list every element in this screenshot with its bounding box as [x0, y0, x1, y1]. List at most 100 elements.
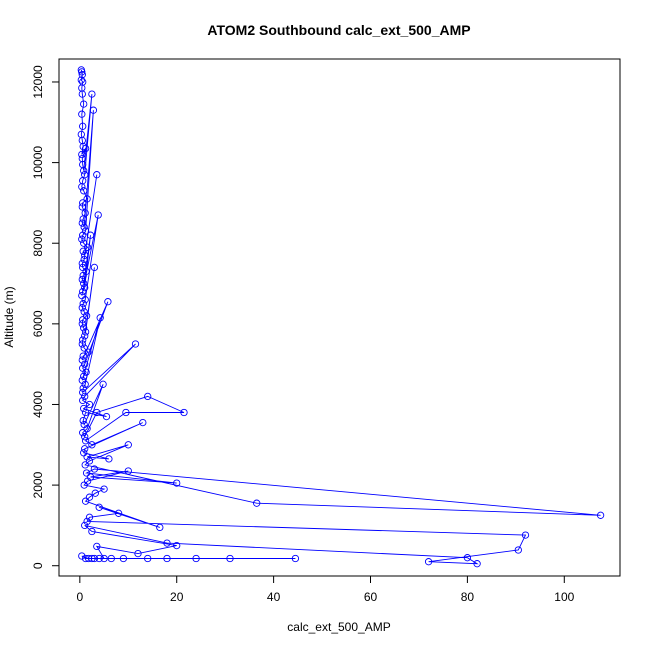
data-point — [102, 412, 111, 421]
data-point — [96, 314, 104, 322]
data-point — [93, 542, 101, 551]
data-point — [78, 219, 86, 227]
data-point — [173, 541, 181, 550]
data-point — [81, 251, 89, 259]
data-point — [79, 416, 87, 425]
data-point — [79, 336, 87, 344]
data-point — [122, 408, 130, 417]
data-point — [81, 408, 90, 417]
data-point — [85, 400, 94, 409]
data-point — [77, 76, 85, 84]
data-point — [79, 287, 87, 296]
data-point — [85, 493, 94, 501]
data-point — [86, 231, 95, 239]
data-point — [78, 71, 86, 79]
data-point — [79, 300, 87, 308]
data-point — [424, 558, 433, 566]
data-point — [173, 479, 181, 487]
data-point — [90, 263, 99, 272]
data-point — [78, 552, 86, 560]
data-point — [89, 106, 98, 114]
data-point — [81, 437, 90, 445]
data-point — [81, 461, 89, 469]
data-point — [94, 211, 102, 219]
data-point — [95, 503, 103, 511]
series-layer — [77, 66, 605, 568]
data-point — [80, 279, 88, 288]
data-point — [139, 418, 147, 427]
data-point — [95, 554, 103, 563]
data-point — [79, 388, 87, 397]
data-point — [114, 509, 123, 517]
data-point — [81, 392, 89, 401]
data-point — [80, 239, 88, 247]
data-point — [79, 396, 87, 405]
axes: 0 20 40 60 80 100 0 2000 4000 6000 8000 10000 12000 — [31, 65, 575, 604]
data-point — [81, 554, 90, 563]
data-point — [81, 283, 89, 292]
x-tick-label: 80 — [461, 590, 475, 604]
data-point — [83, 425, 91, 433]
data-point — [78, 356, 86, 364]
data-point — [81, 360, 89, 368]
data-point — [78, 275, 86, 284]
data-point — [163, 539, 171, 547]
data-point — [100, 485, 108, 493]
data-point — [521, 531, 530, 539]
y-tick-label: 4000 — [31, 391, 45, 418]
data-point — [78, 235, 86, 243]
data-point — [82, 469, 91, 477]
data-point — [463, 554, 472, 562]
data-point — [93, 408, 101, 417]
data-point — [99, 380, 107, 388]
data-point — [83, 243, 92, 251]
data-point — [81, 144, 90, 153]
data-point — [78, 304, 86, 312]
data-point — [81, 433, 89, 441]
data-point — [79, 231, 87, 239]
data-point — [79, 247, 87, 255]
data-point — [134, 549, 142, 558]
data-point — [163, 554, 171, 563]
data-point — [78, 203, 86, 211]
chart-title: ATOM2 Southbound calc_ext_500_AMP — [207, 22, 470, 38]
x-tick-label: 40 — [267, 590, 281, 604]
data-point — [80, 324, 88, 332]
data-point — [81, 445, 89, 453]
data-point — [78, 150, 86, 159]
data-point — [80, 344, 88, 352]
y-tick-label: 12000 — [31, 65, 45, 99]
x-tick-label: 100 — [554, 590, 574, 604]
x-tick-label: 0 — [76, 590, 83, 604]
data-point — [156, 523, 164, 532]
data-point — [79, 122, 87, 130]
data-point — [81, 380, 89, 388]
data-point — [79, 316, 87, 324]
data-point — [84, 554, 93, 563]
data-point — [78, 320, 86, 328]
data-point — [192, 554, 200, 563]
data-point — [90, 554, 99, 563]
data-point — [80, 372, 88, 380]
data-point — [81, 497, 90, 505]
data-point — [78, 340, 86, 348]
data-point — [144, 392, 152, 401]
data-point — [93, 171, 101, 179]
data-point — [514, 546, 522, 554]
y-tick-label: 0 — [31, 562, 45, 569]
data-point — [253, 499, 261, 507]
plot-frame — [58, 58, 621, 577]
data-point — [105, 455, 113, 463]
data-point — [79, 429, 87, 437]
x-tick-label: 60 — [364, 590, 378, 604]
x-tick-label: 20 — [170, 590, 184, 604]
data-point — [88, 527, 96, 536]
data-point — [81, 521, 89, 530]
data-point — [85, 457, 94, 465]
data-point — [81, 332, 89, 340]
data-point — [81, 328, 90, 336]
data-point — [80, 187, 88, 195]
data-point — [80, 167, 88, 175]
y-tick-label: 6000 — [31, 310, 45, 337]
data-point — [79, 352, 87, 360]
